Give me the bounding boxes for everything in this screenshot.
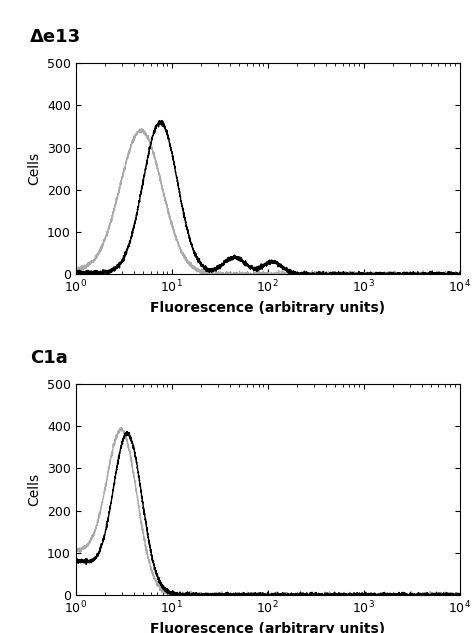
X-axis label: Fluorescence (arbitrary units): Fluorescence (arbitrary units) — [150, 622, 385, 633]
Text: C1a: C1a — [30, 349, 67, 367]
Text: Δe13: Δe13 — [30, 28, 81, 46]
Y-axis label: Cells: Cells — [27, 153, 41, 185]
X-axis label: Fluorescence (arbitrary units): Fluorescence (arbitrary units) — [150, 301, 385, 315]
Y-axis label: Cells: Cells — [27, 473, 41, 506]
